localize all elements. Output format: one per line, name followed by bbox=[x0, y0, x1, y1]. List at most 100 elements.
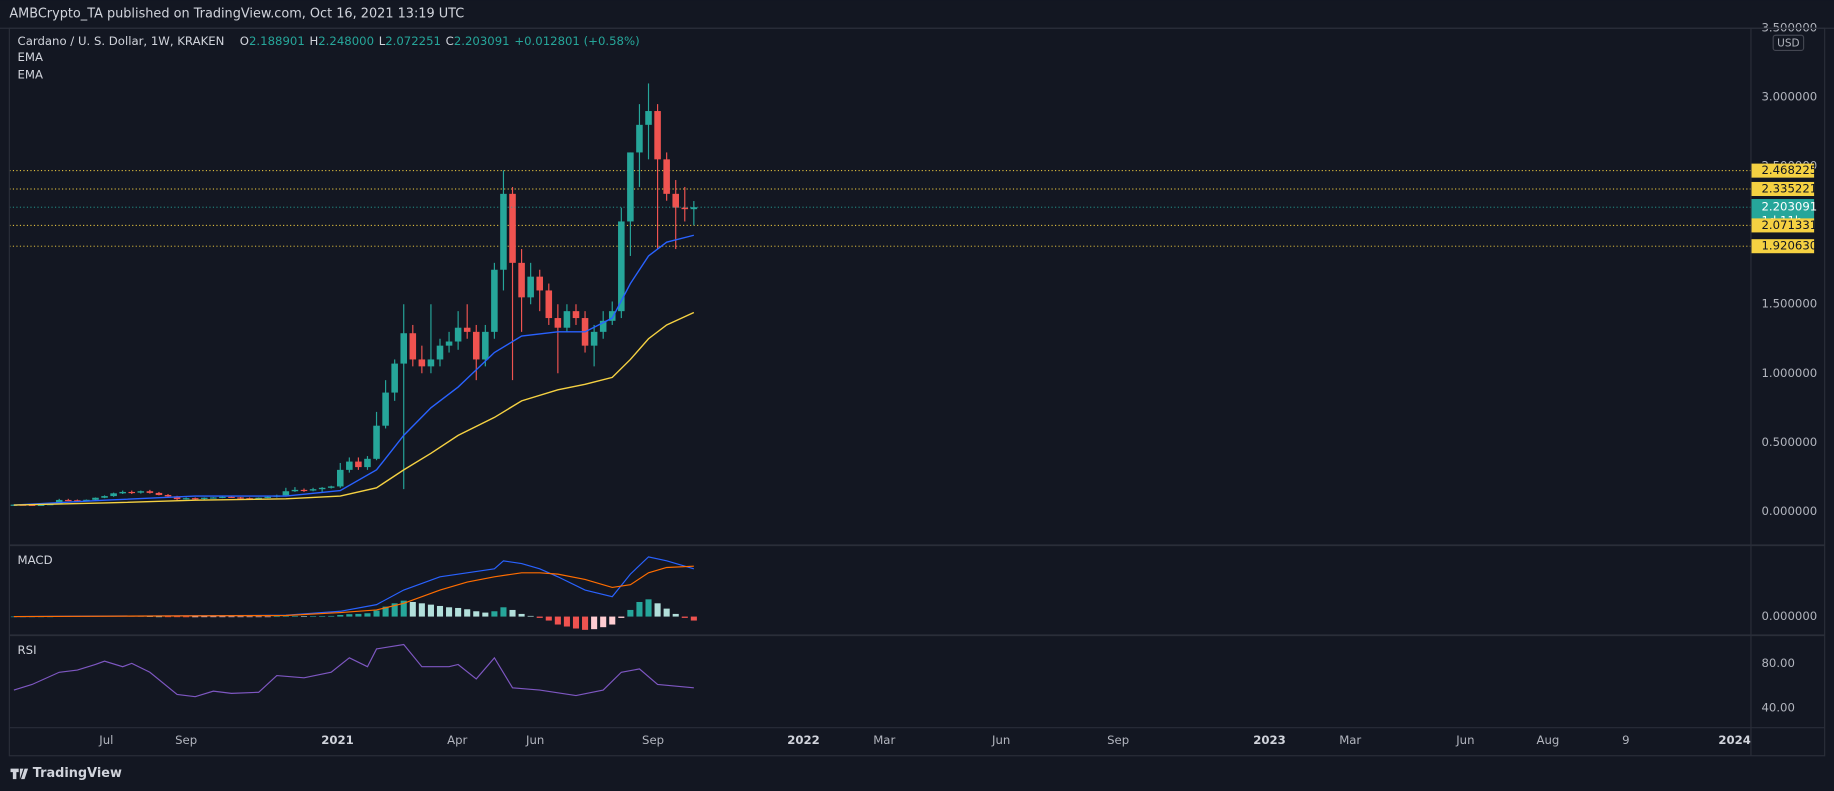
candle-body bbox=[509, 193, 516, 263]
histogram-bar bbox=[473, 611, 480, 617]
histogram-bar bbox=[155, 616, 162, 618]
candle-body bbox=[237, 497, 244, 499]
level-box bbox=[1750, 218, 1815, 233]
candle-body bbox=[518, 262, 525, 298]
histogram-bar bbox=[509, 609, 516, 617]
histogram-bar bbox=[237, 616, 244, 618]
candle-body bbox=[110, 493, 117, 497]
histogram-bar bbox=[300, 616, 308, 617]
symbol-title: Cardano / U. S. Dollar, 1W, KRAKEN bbox=[18, 34, 225, 48]
level-label: 2.071331 bbox=[1761, 218, 1817, 232]
y-tick-label: 0.000000 bbox=[1761, 504, 1817, 518]
currency[interactable]: USD bbox=[1777, 37, 1799, 49]
symbol-legend: Cardano / U. S. Dollar, 1W, KRAKEN O2.18… bbox=[18, 34, 640, 48]
frame bbox=[8, 27, 1826, 757]
histogram-bar bbox=[346, 614, 353, 617]
candle-body bbox=[282, 491, 290, 496]
candle-body bbox=[627, 152, 634, 222]
histogram-bar bbox=[391, 603, 398, 617]
x-tick-label: Apr bbox=[447, 733, 467, 747]
histogram-bar bbox=[672, 613, 679, 617]
candle-body bbox=[418, 359, 426, 367]
candle-body bbox=[427, 359, 435, 367]
histogram-bar bbox=[219, 616, 226, 618]
candle-body bbox=[590, 331, 598, 346]
candle-body bbox=[336, 469, 344, 487]
candle-body bbox=[264, 496, 272, 498]
legend-key: O bbox=[240, 34, 249, 48]
histogram-bar bbox=[246, 616, 253, 618]
histogram-bar bbox=[228, 616, 235, 618]
candle-body bbox=[472, 331, 480, 360]
histogram-bar bbox=[210, 616, 217, 618]
x-tick-label: Sep bbox=[1107, 733, 1129, 747]
candle-body bbox=[482, 331, 489, 360]
candle-body bbox=[300, 489, 308, 492]
histogram-bar bbox=[627, 609, 634, 617]
histogram-bar bbox=[409, 601, 416, 617]
level-box bbox=[1750, 181, 1815, 197]
ema-line bbox=[13, 311, 695, 506]
histogram-bar bbox=[10, 616, 17, 618]
histogram-bar bbox=[418, 603, 425, 617]
candle-body bbox=[201, 497, 208, 499]
candle-body bbox=[182, 498, 190, 500]
histogram-bar bbox=[563, 616, 570, 627]
x-tick-label: 9 bbox=[1622, 733, 1629, 747]
macd-title: MACD bbox=[18, 553, 53, 567]
x-tick-label: Jun bbox=[991, 733, 1010, 747]
histogram-bar bbox=[337, 614, 344, 617]
candle-body bbox=[491, 269, 498, 332]
candle-body bbox=[219, 496, 226, 498]
candle-body bbox=[83, 499, 90, 501]
histogram-bar bbox=[282, 616, 289, 617]
histogram-bar bbox=[373, 610, 380, 617]
x-tick-label: Mar bbox=[1339, 733, 1361, 747]
y-tick-label: 40.00 bbox=[1761, 700, 1794, 714]
candle-body bbox=[355, 461, 362, 468]
footer-logo[interactable]: TradingView bbox=[10, 766, 122, 781]
candle-body bbox=[373, 425, 380, 459]
histogram-bar bbox=[364, 613, 371, 617]
candle-body bbox=[400, 333, 408, 364]
candle-body bbox=[554, 318, 562, 328]
x-tick-label: Mar bbox=[873, 733, 895, 747]
histogram-bar bbox=[464, 609, 471, 617]
y-tick-label: 1.000000 bbox=[1761, 366, 1817, 380]
histogram-bar bbox=[591, 616, 598, 630]
candle-body bbox=[545, 290, 553, 319]
x-tick-label: Aug bbox=[1536, 733, 1559, 747]
histogram-bar bbox=[446, 607, 453, 617]
candle-body bbox=[74, 500, 81, 502]
footer[interactable]: TradingView bbox=[33, 766, 122, 781]
histogram-bar bbox=[174, 616, 181, 618]
y-tick-label: 80.00 bbox=[1761, 656, 1794, 670]
x-tick-label: Jun bbox=[1455, 733, 1474, 747]
x-tick-label: Sep bbox=[175, 733, 197, 747]
candle-body bbox=[436, 345, 444, 360]
y-tick-label: 1.500000 bbox=[1761, 297, 1817, 311]
candle-body bbox=[155, 492, 163, 495]
candle-body bbox=[318, 487, 326, 490]
level-box bbox=[1750, 239, 1815, 254]
candle-body bbox=[128, 491, 136, 494]
logo-icon[interactable] bbox=[10, 768, 29, 780]
histogram-bar bbox=[663, 608, 670, 617]
legend-key: H bbox=[309, 34, 318, 48]
histogram-bar bbox=[654, 603, 661, 617]
currency-box[interactable] bbox=[1772, 34, 1805, 52]
legend-value: 2.203091 bbox=[454, 34, 510, 48]
labels-layer: Jul Sep 2021 Apr Jun Sep 2022 Mar Jun Sep 2023 Mar J… bbox=[98, 21, 1817, 747]
candle-body bbox=[65, 499, 72, 502]
candle-body bbox=[37, 504, 45, 506]
candle-body bbox=[572, 311, 580, 319]
candle-body bbox=[409, 333, 417, 360]
histogram-bar bbox=[192, 616, 199, 618]
macd-line bbox=[13, 556, 695, 618]
header: AMBCrypto_TA published on TradingView.co… bbox=[9, 7, 464, 22]
candle-body bbox=[346, 461, 353, 470]
histogram-bar bbox=[436, 605, 444, 617]
y-tick-label: 0.500000 bbox=[1761, 435, 1817, 449]
candle-body bbox=[137, 491, 145, 493]
